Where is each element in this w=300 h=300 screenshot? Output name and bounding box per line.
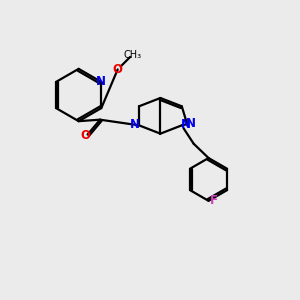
Text: N: N <box>130 118 140 131</box>
Text: N: N <box>181 118 191 131</box>
Text: O: O <box>113 63 123 76</box>
Text: CH₃: CH₃ <box>124 50 142 60</box>
Text: N: N <box>96 75 106 88</box>
Text: O: O <box>80 129 91 142</box>
Text: N: N <box>186 117 196 130</box>
Text: F: F <box>210 194 218 207</box>
